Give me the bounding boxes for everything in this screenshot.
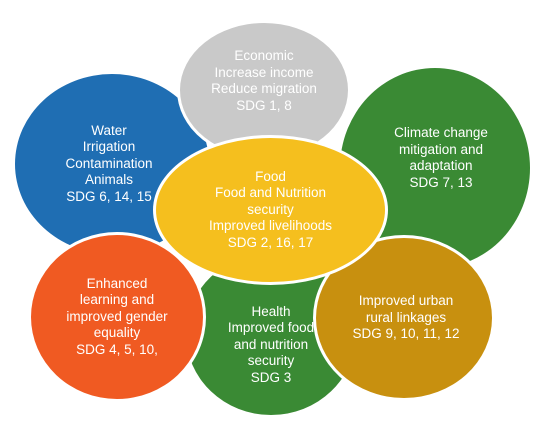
economic-line-4: SDG 1, 8 [236, 97, 292, 113]
economic-line-1: Economic [234, 48, 294, 63]
learning-line-5: SDG 4, 5, 10, [76, 341, 158, 357]
urban-line-2: rural linkages [365, 309, 447, 325]
economic-line-2: Increase income [214, 64, 314, 80]
health-line-4: security [247, 353, 295, 369]
food-line-4: Improved livelihoods [208, 218, 333, 234]
food-label: Food Food and Nutrition security Improve… [209, 169, 332, 252]
learning-line-2: learning and [79, 292, 155, 308]
water-line-1: Water [91, 122, 127, 138]
urban-label: Improved urban rural linkages SDG 9, 10,… [352, 293, 459, 343]
learning-label: Enhanced learning and improved gender eq… [66, 276, 167, 359]
economic-label: Economic Increase income Reduce migratio… [211, 48, 317, 114]
climate-line-3: adaptation [409, 158, 473, 173]
urban-line-3: SDG 9, 10, 11, 12 [352, 326, 460, 342]
health-line-5: SDG 3 [250, 369, 292, 385]
food-line-1: Food [255, 168, 286, 184]
food-circle: Food Food and Nutrition security Improve… [153, 135, 388, 285]
economic-line-3: Reduce migration [211, 81, 317, 96]
health-label: Health Improved food and nutrition secur… [228, 304, 314, 387]
food-line-3: security [247, 201, 294, 217]
health-line-3: and nutrition [233, 336, 309, 352]
climate-label: Climate change mitigation and adaptation… [394, 125, 488, 191]
health-line-2: Improved food [227, 320, 315, 336]
water-line-3: Contamination [65, 155, 153, 171]
learning-line-4: equality [93, 325, 141, 341]
health-line-1: Health [251, 303, 291, 319]
climate-line-2: mitigation and [398, 141, 484, 157]
food-line-2: Food and Nutrition [214, 185, 327, 201]
urban-line-1: Improved urban [358, 293, 454, 309]
water-line-4: Animals [84, 172, 133, 188]
water-label: Water Irrigation Contamination Animals S… [65, 123, 152, 206]
water-line-2: Irrigation [82, 139, 136, 155]
climate-line-1: Climate change [394, 125, 488, 140]
learning-line-3: improved gender [66, 308, 168, 324]
food-line-5: SDG 2, 16, 17 [227, 234, 314, 250]
climate-line-4: SDG 7, 13 [409, 174, 473, 190]
water-line-5: SDG 6, 14, 15 [66, 188, 152, 204]
learning-line-1: Enhanced [86, 275, 148, 291]
learning-circle: Enhanced learning and improved gender eq… [28, 232, 206, 402]
